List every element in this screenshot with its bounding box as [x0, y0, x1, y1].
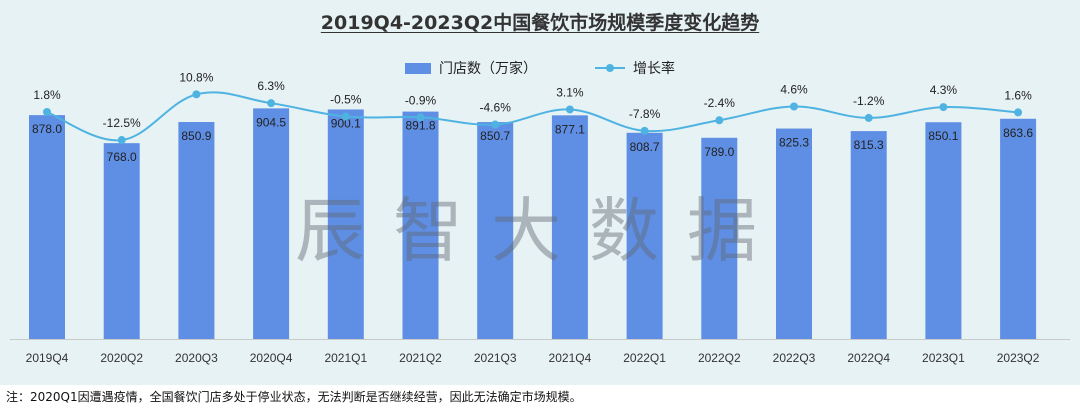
- growth-rate-point: [864, 113, 873, 122]
- bar-value-label: 789.0: [704, 145, 734, 159]
- bar-value-label: 815.3: [854, 138, 884, 152]
- growth-rate-label: -0.5%: [330, 93, 362, 107]
- bar-value-label: 768.0: [107, 150, 137, 164]
- footnote: 注：2020Q1因遭遇疫情，全国餐饮门店多处于停业状态，无法判断是否继续经营，因…: [6, 390, 582, 404]
- growth-rate-label: -2.4%: [704, 96, 736, 110]
- growth-rate-label: 1.6%: [1004, 88, 1032, 102]
- legend-label-growth: 增长率: [633, 61, 675, 77]
- growth-rate-point: [43, 108, 51, 117]
- bar: [402, 111, 439, 339]
- bar: [1000, 118, 1037, 339]
- bar-value-label: 891.8: [405, 119, 435, 133]
- bar: [477, 122, 514, 339]
- bar-value-label: 850.9: [181, 129, 211, 143]
- growth-rate-point: [491, 120, 500, 129]
- legend-item-growth: 增长率: [595, 58, 675, 78]
- bar: [776, 128, 812, 339]
- x-tick-label: 2023Q1: [922, 351, 965, 365]
- x-tick-label: 2021Q2: [399, 351, 442, 365]
- bar: [327, 109, 364, 339]
- growth-rate-point: [715, 116, 724, 125]
- growth-rate-label: -7.8%: [629, 107, 661, 121]
- x-tick-label: 2022Q1: [623, 351, 666, 365]
- bar: [29, 115, 65, 339]
- legend-bar-swatch: [405, 62, 431, 74]
- bar-value-label: 878.0: [32, 122, 62, 136]
- x-tick-label: 2021Q1: [324, 351, 367, 365]
- growth-rate-point: [341, 112, 350, 121]
- growth-rate-point: [117, 136, 126, 145]
- growth-rate-label: -1.2%: [853, 94, 885, 108]
- growth-rate-label: 3.1%: [556, 85, 584, 99]
- legend-label-stores: 门店数（万家）: [439, 61, 537, 77]
- growth-rate-label: 6.3%: [257, 79, 285, 93]
- x-tick-label: 2019Q4: [26, 351, 69, 365]
- chart-title: 2019Q4-2023Q2中国餐饮市场规模季度变化趋势: [320, 12, 760, 34]
- growth-rate-label: 4.3%: [930, 83, 958, 97]
- watermark: 辰智大数据: [295, 190, 785, 272]
- chart-canvas: 878.0 2019Q4 768.0 2020Q2 850.9 2020Q3 904.5 20…: [10, 70, 1070, 365]
- bar: [253, 108, 290, 339]
- growth-rate-label: 4.6%: [780, 83, 808, 97]
- bar: [551, 115, 588, 339]
- bar-value-label: 825.3: [779, 136, 809, 150]
- bar-value-label: 877.1: [555, 122, 585, 136]
- growth-rate-label: 10.8%: [179, 70, 213, 84]
- bar: [626, 132, 663, 339]
- x-tick-label: 2023Q2: [997, 351, 1040, 365]
- growth-rate-point: [939, 103, 948, 112]
- x-tick-label: 2020Q2: [100, 351, 143, 365]
- legend-item-stores: 门店数（万家）: [405, 58, 537, 78]
- x-tick-label: 2020Q3: [175, 351, 218, 365]
- growth-rate-point: [565, 105, 574, 114]
- bar: [701, 137, 738, 339]
- bar-value-label: 863.6: [1003, 126, 1033, 140]
- x-tick-label: 2022Q3: [773, 351, 816, 365]
- legend: 门店数（万家） 增长率: [0, 58, 1080, 78]
- growth-rate-point: [416, 113, 425, 122]
- bar: [925, 122, 962, 339]
- legend-line-swatch: [595, 63, 625, 73]
- x-tick-label: 2022Q2: [698, 351, 741, 365]
- bar-value-label: 850.7: [480, 129, 510, 143]
- bar-value-label: 904.5: [256, 115, 286, 129]
- x-tick-label: 2021Q3: [474, 351, 517, 365]
- growth-rate-label: -0.9%: [405, 93, 437, 107]
- growth-rate-point: [192, 90, 201, 99]
- x-tick-label: 2021Q4: [549, 351, 592, 365]
- growth-rate-label: -12.5%: [103, 116, 141, 130]
- growth-rate-point: [267, 99, 276, 108]
- bar: [850, 131, 887, 339]
- bar: [103, 143, 140, 339]
- x-tick-label: 2022Q4: [847, 351, 890, 365]
- bar-value-label: 808.7: [630, 140, 660, 154]
- growth-rate-label: 1.8%: [33, 88, 61, 102]
- growth-rate-point: [1014, 108, 1023, 117]
- bar-value-label: 900.1: [331, 116, 361, 130]
- growth-rate-point: [790, 102, 798, 111]
- growth-rate-point: [640, 126, 649, 135]
- x-tick-label: 2020Q4: [250, 351, 293, 365]
- growth-rate-label: -4.6%: [480, 101, 512, 115]
- bar-value-label: 850.1: [928, 129, 958, 143]
- bar: [178, 122, 215, 339]
